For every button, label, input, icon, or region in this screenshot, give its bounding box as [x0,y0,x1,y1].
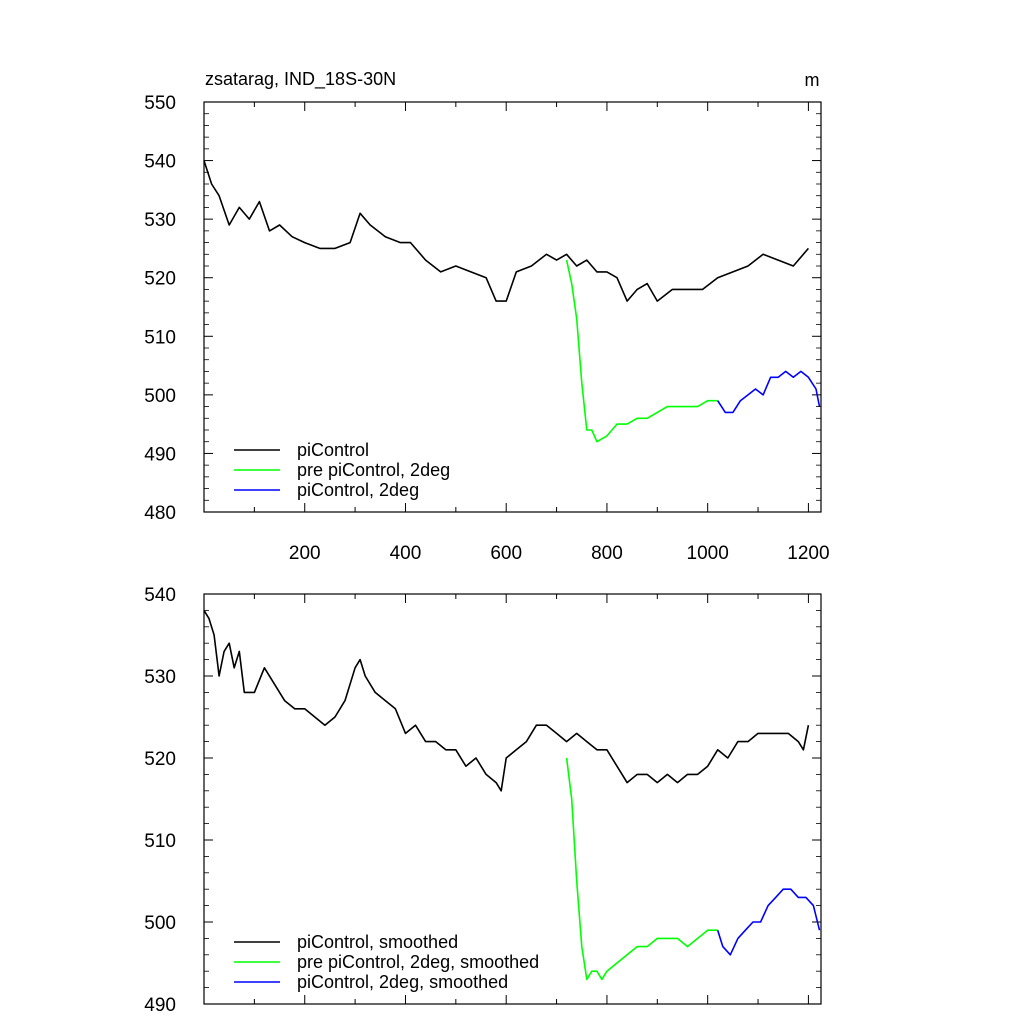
series-line-0 [203,609,810,792]
y-tick-label: 510 [144,831,176,852]
x-tick-label: 600 [490,543,522,564]
series-line-2 [716,888,821,956]
legend-label: piControl, 2deg, smoothed [297,972,508,992]
y-tick-label: 480 [144,503,176,524]
top-plot-frame [203,101,822,513]
bottom-panel: 490 500 510 520 530 540 piControl, smoothedpr… [144,585,822,1016]
series-line-1 [565,259,718,443]
y-tick-label: 510 [144,327,176,348]
y-tick-label: 490 [144,995,176,1016]
y-tick-label: 540 [144,585,176,606]
x-tick-label: 200 [289,543,321,564]
y-tick-label: 540 [144,152,176,173]
legend-label: piControl [297,440,369,460]
y-tick-label: 550 [144,93,176,114]
y-tick-label: 520 [144,749,176,770]
units-label: m [805,70,820,90]
y-tick-label: 500 [144,913,176,934]
x-tick-label: 1200 [787,543,829,564]
legend-label: pre piControl, 2deg, smoothed [297,952,539,972]
y-tick-label: 530 [144,210,176,231]
series-line-1 [565,757,718,981]
legend-label: pre piControl, 2deg [297,460,450,480]
x-tick-label: 1000 [687,543,729,564]
y-tick-label: 520 [144,269,176,290]
top-panel: zsatarag, IND_18S-30N m 480 490 500 510 520 5… [144,69,829,564]
legend-label: piControl, smoothed [297,932,458,952]
y-tick-label: 490 [144,444,176,465]
y-tick-label: 500 [144,386,176,407]
chart-title: zsatarag, IND_18S-30N [205,69,396,90]
x-tick-label: 800 [591,543,623,564]
legend-label: piControl, 2deg [297,480,419,500]
y-tick-label: 530 [144,667,176,688]
series-line-2 [717,370,821,414]
series-line-0 [203,160,810,302]
bottom-plot-frame [203,593,822,1005]
x-tick-label: 400 [390,543,422,564]
